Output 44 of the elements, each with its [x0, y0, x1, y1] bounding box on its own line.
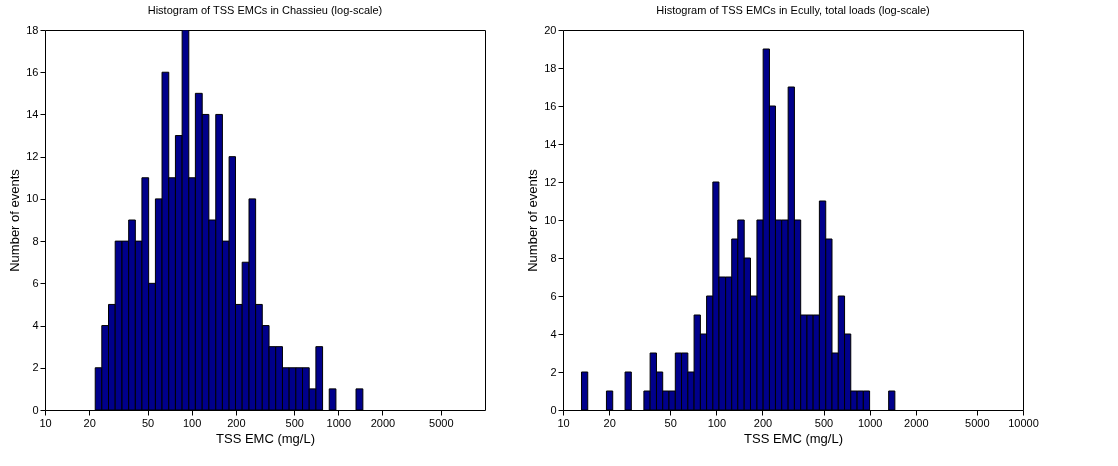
- x-tick-label: 5000: [965, 416, 990, 429]
- y-tick-label: 18: [26, 23, 39, 36]
- x-axis-title: TSS EMC (mg/L): [744, 430, 843, 446]
- x-tick-label: 20: [603, 416, 616, 429]
- y-tick-label: 10: [26, 192, 39, 205]
- y-tick-label: 4: [32, 319, 39, 332]
- x-tick-label: 1000: [857, 416, 883, 429]
- x-tick-label: 20: [83, 416, 96, 429]
- y-tick-label: 2: [32, 361, 39, 374]
- y-tick-label: 10: [544, 213, 557, 226]
- x-tick-label: 500: [814, 416, 834, 429]
- y-tick-label: 14: [26, 107, 39, 120]
- y-axis-title: Number of events: [7, 168, 23, 272]
- y-tick-label: 2: [550, 365, 557, 378]
- x-tick-label: 50: [664, 416, 677, 429]
- x-tick-label: 200: [227, 416, 246, 429]
- y-tick-label: 6: [32, 276, 39, 289]
- x-tick-label: 100: [707, 416, 727, 429]
- x-tick-label: 5000: [429, 416, 454, 429]
- x-tick-label: 10000: [1008, 416, 1039, 429]
- y-tick-label: 14: [544, 137, 557, 150]
- y-tick-label: 0: [32, 403, 39, 416]
- x-tick-label: 2000: [904, 416, 929, 429]
- y-tick-label: 4: [550, 327, 557, 340]
- y-tick-label: 12: [544, 175, 557, 188]
- y-tick-label: 8: [550, 251, 557, 264]
- x-tick-label: 1000: [326, 416, 352, 429]
- x-tick-label: 50: [141, 416, 155, 429]
- y-tick-label: 16: [544, 99, 557, 112]
- chart-title: Histogram of TSS EMCs in Ecully, total loads (log-scale): [656, 4, 930, 16]
- y-tick-label: 8: [32, 234, 39, 247]
- y-tick-label: 16: [26, 65, 39, 78]
- y-tick-label: 18: [544, 61, 557, 74]
- y-tick-label: 6: [550, 289, 557, 302]
- x-axis-title: TSS EMC (mg/L): [216, 430, 315, 446]
- chart-title: Histogram of TSS EMCs in Chassieu (log-scale): [147, 4, 383, 16]
- y-tick-label: 0: [550, 403, 557, 416]
- x-tick-label: 2000: [370, 416, 396, 429]
- x-tick-label: 100: [182, 416, 202, 429]
- x-tick-label: 200: [753, 416, 773, 429]
- y-tick-label: 12: [26, 150, 39, 163]
- y-tick-label: 20: [544, 23, 557, 36]
- y-axis-title: Number of events: [525, 168, 541, 272]
- x-tick-label: 500: [285, 416, 304, 429]
